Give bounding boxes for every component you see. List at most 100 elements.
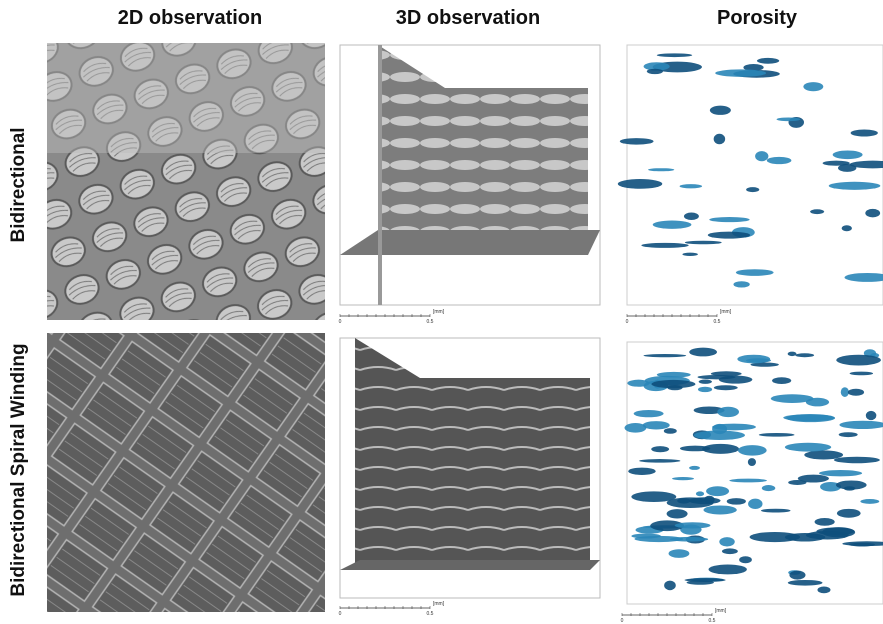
pore (842, 225, 852, 231)
pore (785, 443, 831, 452)
pore (839, 432, 858, 437)
pore (783, 414, 834, 421)
scale-label: 0.5 (427, 611, 434, 617)
pore (771, 394, 814, 403)
pore (628, 468, 655, 475)
pore (722, 548, 738, 554)
pore (836, 355, 881, 366)
pore (823, 161, 850, 166)
pore (675, 522, 711, 528)
pore (717, 407, 739, 417)
row-title: Bidirectional (8, 127, 29, 242)
pore (748, 458, 756, 466)
pore (694, 430, 745, 440)
pore (836, 480, 867, 489)
pore (712, 424, 756, 431)
pore (866, 411, 877, 420)
scale-unit: [mm] (433, 601, 445, 607)
pore (702, 444, 739, 454)
pore (653, 221, 692, 229)
pore (689, 499, 703, 502)
scale-unit: [mm] (720, 309, 732, 315)
pore (669, 549, 690, 558)
pore (788, 480, 806, 485)
image-2d (47, 333, 325, 612)
pore (685, 241, 722, 245)
pore (788, 580, 823, 586)
pore (804, 450, 843, 459)
scale-label: 0 (621, 618, 624, 624)
scale-unit: [mm] (715, 608, 727, 614)
pore (789, 571, 805, 580)
pore (680, 184, 703, 188)
pore (795, 353, 814, 357)
pore (651, 446, 669, 452)
pore (643, 421, 670, 429)
pore (837, 509, 861, 518)
pore (709, 564, 747, 574)
pore (733, 281, 749, 287)
pore (677, 498, 690, 503)
pore (737, 355, 770, 364)
pore (850, 372, 874, 376)
pore (620, 138, 654, 145)
pore (762, 485, 775, 491)
pore (708, 232, 750, 239)
pore (865, 209, 880, 217)
pore (699, 379, 712, 383)
page: 2D observation 3D observation Porosity B… (0, 0, 883, 624)
scale-label: 0.5 (714, 319, 721, 325)
pore (682, 253, 697, 256)
pore (710, 106, 731, 115)
scale-label: 0 (626, 319, 629, 325)
pore (776, 117, 800, 121)
pore (829, 182, 881, 190)
pore (639, 459, 680, 463)
column-title: 2D observation (118, 7, 262, 29)
scale-label: 0 (339, 611, 342, 617)
figure: 2D observation 3D observation Porosity B… (0, 0, 883, 624)
pore (757, 58, 779, 64)
pore (641, 243, 688, 248)
pore (648, 168, 674, 171)
pore (689, 348, 717, 357)
pore (618, 179, 663, 189)
pore (631, 534, 661, 539)
pore (746, 187, 759, 192)
pore (817, 587, 830, 594)
scale-unit: [mm] (433, 309, 445, 315)
pore (667, 509, 688, 518)
pore (684, 213, 699, 220)
pore (631, 491, 676, 502)
pore (738, 445, 767, 456)
pore (803, 82, 823, 91)
pore (643, 354, 686, 357)
pore (706, 486, 729, 496)
pore (698, 387, 712, 392)
pore (848, 389, 864, 396)
pore (727, 498, 746, 505)
pore (647, 69, 663, 74)
pore (625, 423, 647, 433)
pore (651, 380, 695, 388)
pore (860, 499, 879, 504)
pore (810, 209, 824, 214)
pore (761, 509, 791, 513)
pore (714, 385, 738, 390)
pore (815, 518, 835, 526)
pore (657, 53, 692, 57)
pore (719, 376, 752, 384)
scale-label: 0.5 (427, 319, 434, 325)
render-3d (340, 45, 600, 305)
pore (834, 457, 880, 464)
scale-label: 0 (339, 319, 342, 325)
pore (672, 477, 694, 480)
pore (687, 580, 714, 584)
render-3d (340, 338, 600, 598)
pore (714, 134, 726, 144)
pore (715, 69, 766, 76)
pore (833, 150, 863, 159)
pore (664, 428, 677, 434)
pore (767, 157, 792, 164)
row-title: Bidirectional Spiral Winding (8, 343, 29, 596)
